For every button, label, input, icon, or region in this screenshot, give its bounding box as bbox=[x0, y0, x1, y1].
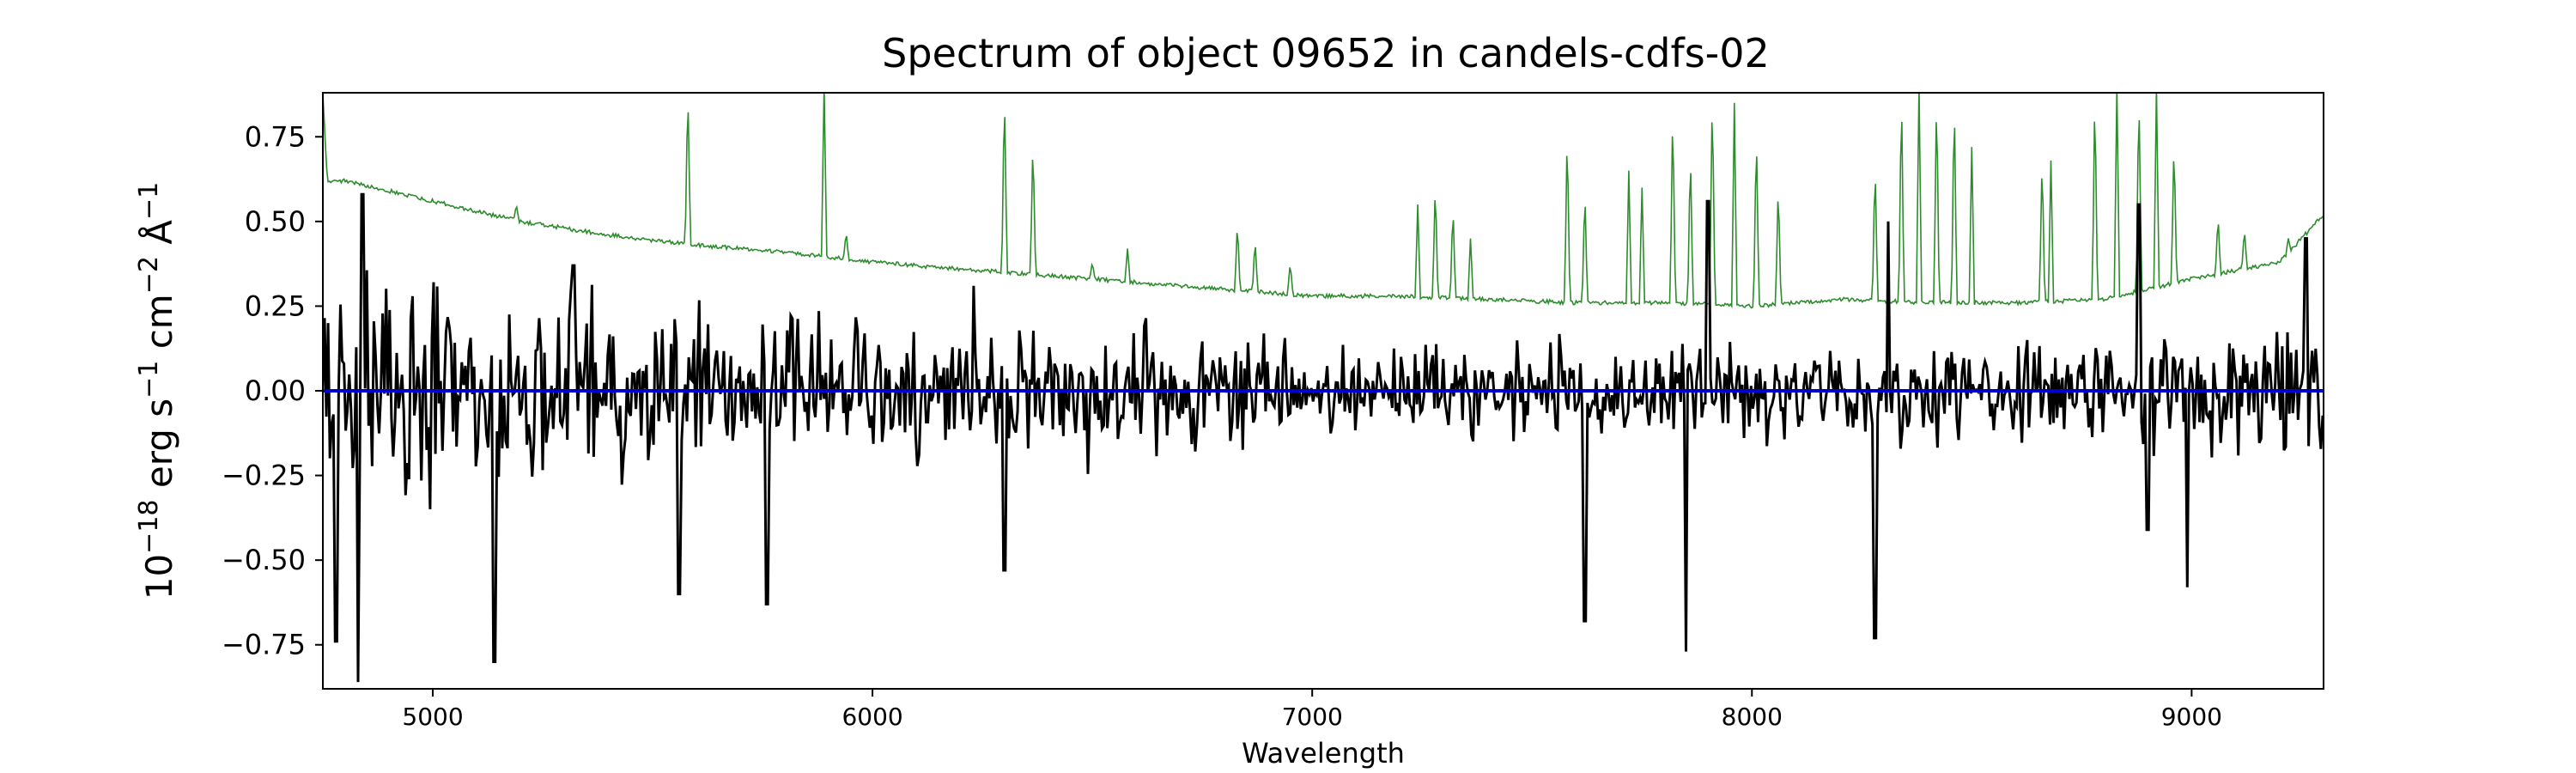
y-label-unit-c: Å bbox=[137, 220, 180, 256]
y-tick-label: 0.00 bbox=[245, 374, 306, 407]
y-label-exp3: −1 bbox=[134, 182, 164, 220]
x-axis-label: Wavelength bbox=[1242, 737, 1405, 770]
x-axis: 5000 6000 7000 8000 9000 bbox=[402, 689, 2222, 731]
y-tick-label: −0.25 bbox=[222, 460, 306, 492]
error-spectrum-line bbox=[323, 93, 2324, 309]
series-layer bbox=[323, 93, 2324, 683]
y-label-exp1: −1 bbox=[134, 361, 164, 399]
y-tick-label: −0.50 bbox=[222, 544, 306, 576]
x-tick-label: 6000 bbox=[841, 703, 902, 731]
y-axis-label: 10−18 erg s−1 cm−2 Å−1 bbox=[134, 182, 181, 600]
y-tick-label: 0.50 bbox=[245, 205, 306, 238]
x-tick-label: 5000 bbox=[402, 703, 463, 731]
x-tick-label: 8000 bbox=[1722, 703, 1783, 731]
y-label-exp: −18 bbox=[134, 500, 164, 554]
y-tick-label: 0.75 bbox=[245, 120, 306, 153]
y-tick-label: 0.25 bbox=[245, 289, 306, 322]
x-tick-label: 7000 bbox=[1282, 703, 1343, 731]
y-label-unit-a: erg s bbox=[138, 399, 180, 500]
chart-title: Spectrum of object 09652 in candels-cdfs… bbox=[882, 30, 1770, 76]
y-label-exp2: −2 bbox=[134, 256, 164, 294]
y-axis: 0.75 0.50 0.25 0.00 −0.25 −0.50 −0.75 bbox=[222, 120, 323, 661]
y-label-unit-b: cm bbox=[138, 294, 180, 360]
x-tick-label: 9000 bbox=[2161, 703, 2222, 731]
y-tick-label: −0.75 bbox=[222, 629, 306, 661]
y-label-base: 10 bbox=[138, 554, 180, 600]
